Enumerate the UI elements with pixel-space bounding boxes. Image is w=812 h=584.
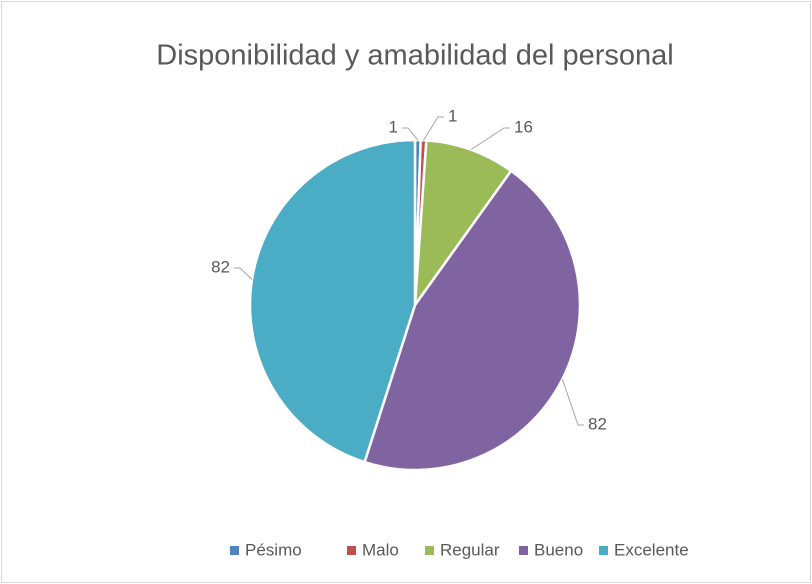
- leader-line: [423, 116, 444, 141]
- data-label: 1: [448, 106, 457, 125]
- legend-label: Malo: [362, 540, 399, 559]
- legend-label: Regular: [440, 540, 500, 559]
- data-label: 1: [389, 117, 398, 136]
- pie-slice: [248, 138, 417, 464]
- legend-swatch: [519, 546, 528, 555]
- data-label: 16: [514, 117, 533, 136]
- leader-line: [470, 127, 510, 151]
- legend-swatch: [347, 546, 356, 555]
- data-label: 82: [211, 257, 230, 276]
- legend-swatch: [599, 546, 608, 555]
- pie-slice: [413, 139, 513, 310]
- pie-slice: [362, 169, 582, 472]
- legend-label: Excelente: [614, 540, 689, 559]
- legend-swatch: [425, 546, 434, 555]
- legend-label: Pésimo: [245, 540, 302, 559]
- chart-title: Disponibilidad y amabilidad del personal: [156, 40, 673, 72]
- leader-line: [234, 267, 253, 280]
- legend-label: Bueno: [534, 540, 583, 559]
- leader-line: [561, 378, 584, 426]
- data-label: 82: [588, 414, 607, 433]
- leader-line: [402, 127, 419, 141]
- legend-swatch: [230, 546, 239, 555]
